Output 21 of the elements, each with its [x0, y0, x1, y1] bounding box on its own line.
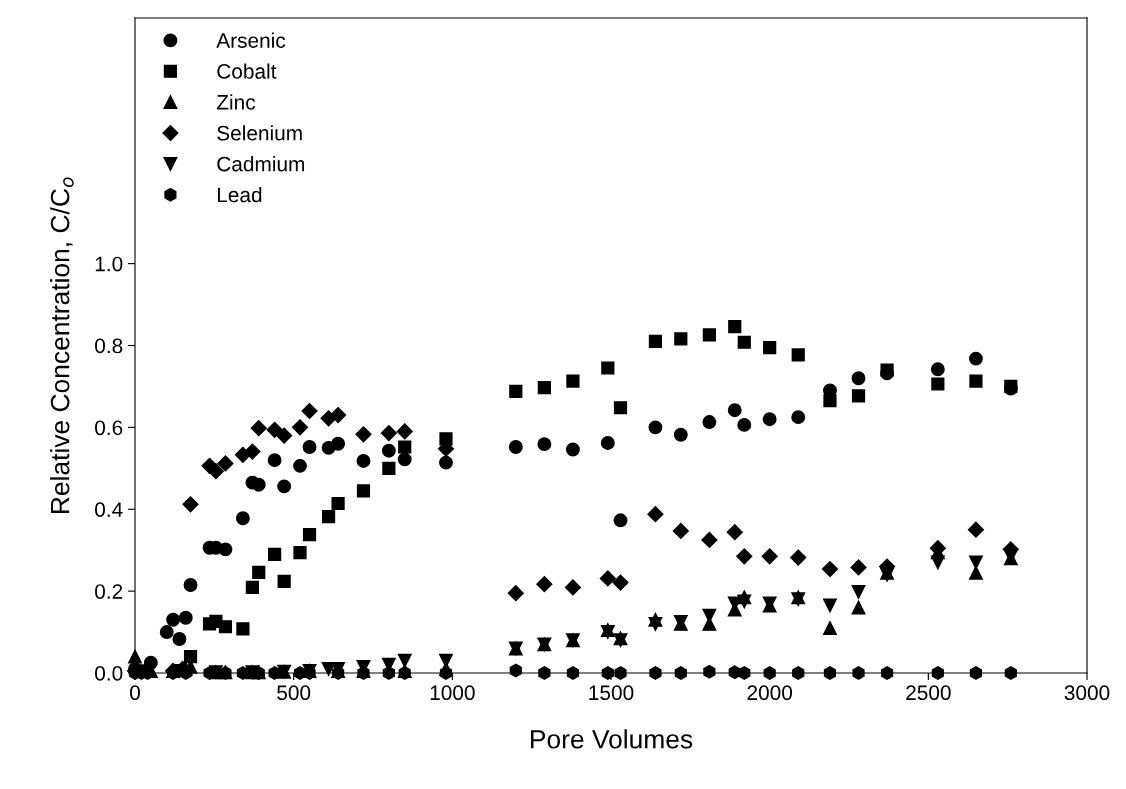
legend-label: Lead	[217, 186, 262, 203]
x-tick-label: 2500	[906, 685, 951, 701]
legend-label: Cobalt	[217, 63, 277, 79]
y-tick-label: 0.2	[95, 584, 123, 599]
x-tick-label: 3000	[1064, 685, 1110, 701]
y-tick-label: 0.8	[95, 338, 123, 354]
x-tick-label: 0	[130, 685, 140, 701]
legend-label: Selenium	[217, 125, 302, 141]
x-tick-label: 500	[277, 685, 311, 701]
y-tick-label: 0.0	[95, 666, 123, 681]
x-tick-label: 2000	[747, 685, 793, 701]
y-axis-title: Relative Concentration, C/C$_{o}$	[50, 177, 74, 514]
x-tick-label: 1000	[430, 685, 475, 701]
y-tick-label: 0.6	[95, 420, 123, 436]
y-tick-label: 1.0	[95, 256, 123, 272]
x-axis-title: Pore Volumes	[531, 729, 693, 749]
x-tick-label: 1500	[589, 685, 634, 701]
y-tick-label: 0.4	[95, 502, 123, 517]
legend-label: Cadmium	[217, 156, 305, 172]
legend-label: Zinc	[216, 94, 256, 110]
legend-label: Arsenic	[216, 32, 286, 48]
